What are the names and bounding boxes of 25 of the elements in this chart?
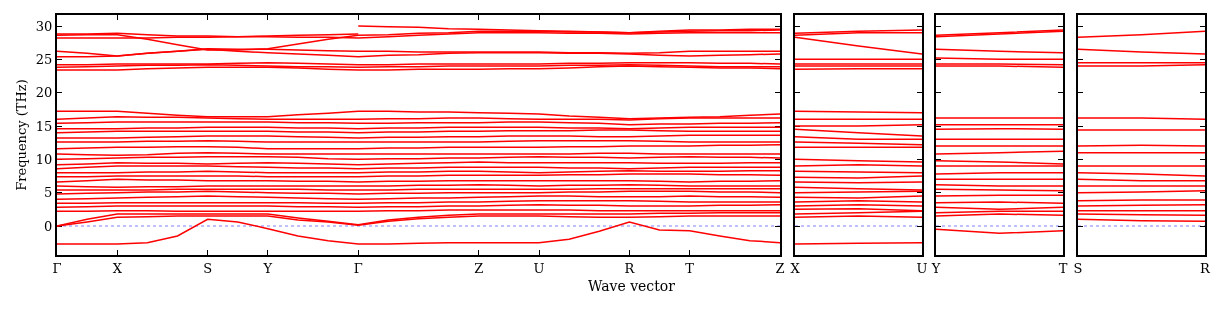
x-tick-label: T (1058, 260, 1068, 276)
y-tick-label: 10 (35, 151, 53, 167)
y-tick-label: 15 (35, 118, 53, 134)
x-tick-label: Z (474, 260, 484, 276)
x-tick-label: Z (775, 260, 785, 276)
x-tick-label: U (916, 260, 928, 276)
y-tick-label: 30 (35, 18, 53, 34)
x-tick-label: X (790, 260, 801, 276)
x-tick-label: X (112, 260, 123, 276)
x-axis-title: Wave vector (587, 278, 676, 294)
y-tick-label: 5 (44, 185, 53, 201)
x-tick-label: Y (930, 260, 941, 276)
x-tick-label: Y (262, 260, 273, 276)
y-tick-label: 25 (35, 51, 53, 67)
x-tick-label: R (1200, 260, 1212, 276)
x-tick-label: S (1073, 260, 1083, 276)
x-tick-label: Γ (52, 260, 62, 276)
x-tick-label: U (533, 260, 545, 276)
x-tick-label: Γ (353, 260, 363, 276)
x-tick-label: S (203, 260, 213, 276)
y-axis-title: Frequency (THz) (14, 79, 30, 191)
x-tick-label: R (624, 260, 636, 276)
y-tick-label: 0 (44, 218, 53, 234)
x-tick-label: T (685, 260, 695, 276)
y-tick-label: 20 (35, 85, 53, 101)
